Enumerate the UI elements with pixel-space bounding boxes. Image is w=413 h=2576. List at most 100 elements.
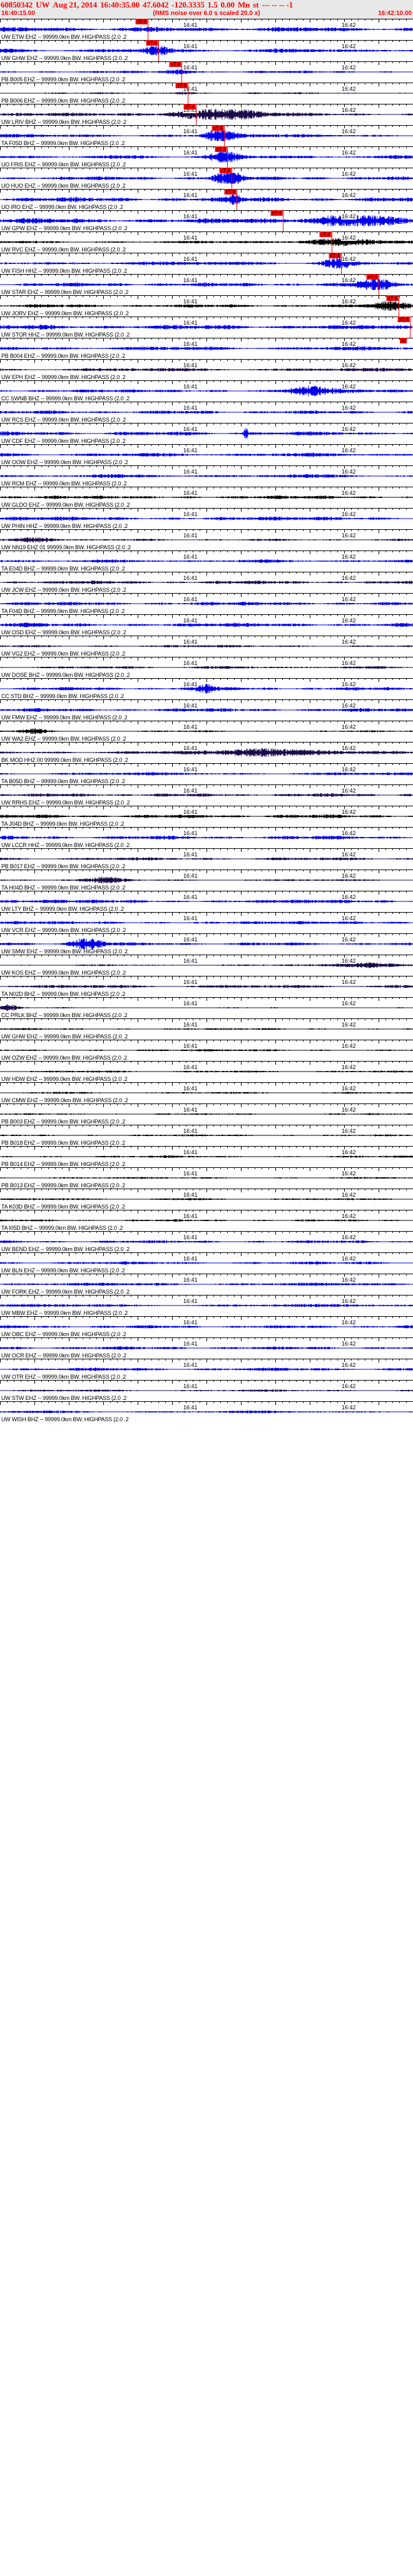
trace-row[interactable]: 16:41 16:42 xT 4 UO IRO EHZ -- 99999.0km BW… — [0, 189, 413, 210]
trace-row[interactable]: 16:41 16:42 UW BEND EHZ -- 99999.0km BW. H… — [0, 1231, 413, 1252]
trace-row[interactable]: 16:41 16:42 UW OCR EHZ -- 99999.0km BW. HI… — [0, 1337, 413, 1359]
trace-row[interactable]: 16:41 16:42 UW VCR EHZ -- 99999.0km BW. HI… — [0, 912, 413, 933]
trace-label: UW OTR EHZ -- 99999.0km BW. HIGHPASS (2.… — [1, 1374, 126, 1380]
time-ruler — [0, 1146, 413, 1150]
waveform — [0, 1177, 413, 1179]
trace-row[interactable]: 16:41 16:42 UW GLDO EHZ -- 99999.0km BW. H… — [0, 487, 413, 508]
trace-row[interactable]: 16:41 16:42 xT 4 UO HUO EHZ -- 99999.0km BW… — [0, 168, 413, 189]
trace-row[interactable]: 16:41 16:42 UW OOW EHZ -- 99999.0km BW. HI… — [0, 444, 413, 465]
time-ruler — [0, 678, 413, 682]
waveform — [0, 1198, 413, 1200]
trace-label: PB B013 EHZ -- 99999.0km BW. HIGHPASS (2… — [1, 1182, 125, 1189]
trace-row[interactable]: 16:41 16:42 UW GHW EHZ -- 99999.0km BW. HI… — [0, 1018, 413, 1040]
trace-row[interactable]: 16:41 16:42 TA B05D BHZ -- 99999.0km BW. H… — [0, 763, 413, 784]
trace-row[interactable]: 16:41 16:42 UW JCW EHZ -- 99999.0km BW. HI… — [0, 572, 413, 593]
trace-row[interactable]: 16:41 16:42 xT 4 PB B006 EHZ -- 99999.0km B… — [0, 83, 413, 104]
trace-row[interactable]: 16:41 16:42 UW CDF EHZ -- 99999.0km BW. HI… — [0, 423, 413, 444]
trace-row[interactable]: 16:41 16:42 UW STW EHZ -- 99999.0km BW. HI… — [0, 1380, 413, 1401]
pick-marker[interactable] — [181, 61, 182, 83]
trace-row[interactable]: 16:41 16:42 CC PRLK BHZ -- 99999.0km BW. H… — [0, 997, 413, 1018]
trace-row[interactable]: 16:41 16:42 xT 4 UW STOR HHZ -- 99999.0km B… — [0, 317, 413, 338]
trace-row[interactable]: 16:41 16:42 BK MOD HHZ 00 99999.0km BW. HI… — [0, 742, 413, 763]
trace-row[interactable]: 16:41 16:42 UW HDW EHZ -- 99999.0km BW. HI… — [0, 1061, 413, 1082]
trace-row[interactable]: 16:41 16:42 xT 4 UW GPW EHZ -- 99999.0km BW… — [0, 210, 413, 231]
trace-row[interactable]: 16:41 16:42 xT 4 UO FRIS EHZ -- 99999.0km B… — [0, 146, 413, 168]
trace-label: UW GPW EHZ -- 99999.0km BW. HIGHPASS (2.… — [1, 225, 128, 231]
trace-row[interactable]: 16:41 16:42 TA K03D BHZ -- 99999.0km BW. H… — [0, 1189, 413, 1210]
trace-row[interactable]: 16:41 16:42 UW MBW EHZ -- 99999.0km BW. HI… — [0, 1295, 413, 1316]
trace-row[interactable]: 16:41 16:42 PB B013 EHZ -- 99999.0km BW. H… — [0, 1167, 413, 1189]
waveform — [0, 410, 413, 414]
waveform — [0, 666, 413, 669]
trace-row[interactable]: 16:41 16:42 xT 4 UW ETW EHZ -- 99999.0km BW… — [0, 19, 413, 40]
trace-row[interactable]: 16:41 16:42 CC STD BHZ -- 99999.0km BW. HI… — [0, 678, 413, 699]
time-ruler — [0, 870, 413, 874]
minute-label: 16:42 — [341, 1192, 357, 1198]
time-ruler — [0, 40, 413, 44]
trace-row[interactable]: 16:41 16:42 TA F04D BHZ -- 99999.0km BW. H… — [0, 593, 413, 614]
trace-row[interactable]: 16:41 16:42 UW LCCR HHZ -- 99999.0km BW. H… — [0, 827, 413, 848]
time-ruler — [0, 359, 413, 363]
trace-row[interactable]: 16:41 16:42 TA H04D BHZ -- 99999.0km BW. H… — [0, 870, 413, 891]
trace-row[interactable]: 16:41 16:42 TA J04D BHZ -- 99999.0km BW. H… — [0, 806, 413, 827]
trace-row[interactable]: 16:41 16:42 UW OBC EHZ -- 99999.0km BW. HI… — [0, 1316, 413, 1337]
trace-row[interactable]: 16:41 16:42 UW KOS EHZ -- 99999.0km BW. HI… — [0, 955, 413, 976]
trace-row[interactable]: 16:41 16:42 UW BLN EHZ -- 99999.0km BW. HI… — [0, 1252, 413, 1274]
minute-label: 16:41 — [183, 617, 198, 624]
event-summary-line: 60850342 UW Aug 21, 2014 16:40:35.00 47.6042… — [0, 0, 413, 9]
trace-row[interactable]: 16:41 16:42 PB B018 EHZ -- 99999.0km BW. H… — [0, 1125, 413, 1146]
pick-marker[interactable] — [227, 146, 228, 168]
minute-label: 16:42 — [341, 788, 357, 794]
trace-row[interactable]: 16:41 16:42 PB B003 EHZ -- 99999.0km BW. H… — [0, 1103, 413, 1125]
waveform — [0, 325, 413, 330]
trace-row[interactable]: 16:41 16:42 UW OTR EHZ -- 99999.0km BW. HI… — [0, 1359, 413, 1380]
trace-row[interactable]: 16:41 16:42 UW FORK EHZ -- 99999.0km BW. H… — [0, 1274, 413, 1295]
trace-row[interactable]: 16:41 16:42 UW DOSE BHZ -- 99999.0km BW. H… — [0, 657, 413, 678]
pick-marker[interactable] — [158, 40, 159, 61]
trace-row[interactable]: 16:41 16:42 xT 4 UW GHW EHZ -- 99999.0km BW… — [0, 40, 413, 61]
trace-row[interactable]: 16:41 16:42 UW RRHS EHZ -- 99999.0km BW. H… — [0, 784, 413, 806]
time-ruler — [0, 1359, 413, 1363]
event-network: UW — [36, 0, 50, 9]
waveform — [0, 495, 413, 499]
trace-row[interactable]: 16:41 16:42 UW LTY BHZ -- 99999.0km BW. HI… — [0, 891, 413, 912]
trace-row[interactable]: 16:41 16:42 UW NN19 EHZ 01 99999.0km BW. H… — [0, 529, 413, 550]
trace-row[interactable]: 16:41 16:42 xT 4 UW FISH HHZ -- 99999.0km B… — [0, 253, 413, 274]
minute-label: 16:42 — [341, 1277, 357, 1283]
minute-label: 16:41 — [183, 1213, 198, 1219]
pick-marker[interactable] — [341, 253, 342, 274]
trace-row[interactable]: 16:41 16:42 PB B017 EHZ -- 99999.0km BW. H… — [0, 848, 413, 870]
trace-row[interactable]: 16:41 16:42 UW FMW EHZ -- 99999.0km BW. HI… — [0, 699, 413, 721]
trace-row[interactable]: 16:41 16:42 UW WISH BHZ -- 99999.0km BW. H… — [0, 1401, 413, 1422]
time-ruler — [0, 1061, 413, 1065]
trace-row[interactable]: 16:41 16:42 UW VG2 EHZ -- 99999.0km BW. HI… — [0, 636, 413, 657]
pick-marker[interactable] — [224, 125, 225, 146]
trace-row[interactable]: 16:41 16:42 xT 4 UW LRIV BHZ -- 99999.0km B… — [0, 104, 413, 125]
trace-row[interactable]: 16:41 16:42 UW RCS EHZ -- 99999.0km BW. HI… — [0, 402, 413, 423]
trace-row[interactable]: 16:41 16:42 UW OZW EHZ -- 99999.0km BW. HI… — [0, 1040, 413, 1061]
trace-row[interactable]: 16:41 16:42 xT 4 PB B005 EHZ -- 99999.0km B… — [0, 61, 413, 83]
trace-row[interactable]: 16:41 16:42 xT 4 UW STAR EHZ -- 99999.0km B… — [0, 274, 413, 295]
trace-row[interactable]: 16:41 16:42 UW EPH EHZ -- 99999.0km BW. HI… — [0, 359, 413, 380]
trace-row[interactable]: 16:41 16:42 PB B014 EHZ -- 99999.0km BW. H… — [0, 1146, 413, 1167]
minute-label: 16:42 — [341, 617, 357, 624]
trace-row[interactable]: 16:41 16:42 xT 4 TA F05D BHZ -- 99999.0km B… — [0, 125, 413, 146]
trace-row[interactable]: 16:41 16:42 UW CMW EHZ -- 99999.0km BW. HI… — [0, 1082, 413, 1103]
trace-row[interactable]: 16:41 16:42 CC SWNB BHZ -- 99999.0km BW. H… — [0, 380, 413, 402]
trace-row[interactable]: 16:41 16:42 xT 4 UW JORV EHZ -- 99999.0km B… — [0, 295, 413, 317]
trace-row[interactable]: 16:41 16:42 PB B004 EHZ -- 99999.0km BW. H… — [0, 338, 413, 359]
minute-label: 16:42 — [341, 1319, 357, 1326]
trace-row[interactable]: 16:41 16:42 TA N02D BHZ -- 99999.0km BW. H… — [0, 976, 413, 997]
trace-row[interactable]: 16:41 16:42 UW SMW EHZ -- 99999.0km BW. HI… — [0, 933, 413, 955]
minute-label: 16:41 — [183, 298, 198, 305]
trace-label: UW FISH HHZ -- 99999.0km BW. HIGHPASS (2… — [1, 268, 127, 274]
trace-row[interactable]: 16:41 16:42 UW PHIN HHZ -- 99999.0km BW. H… — [0, 508, 413, 529]
waveform — [0, 300, 413, 312]
trace-row[interactable]: 16:41 16:42 TA E04D BHZ -- 99999.0km BW. H… — [0, 550, 413, 572]
trace-row[interactable]: 16:41 16:42 UW RCM EHZ -- 99999.0km BW. HI… — [0, 465, 413, 487]
trace-row[interactable]: 16:41 16:42 UW OSD EHZ -- 99999.0km BW. HI… — [0, 614, 413, 636]
trace-label: UW JCW EHZ -- 99999.0km BW. HIGHPASS (2.… — [1, 587, 126, 593]
trace-row[interactable]: 16:41 16:42 xT 4 UW RVC EHZ -- 99999.0km BW… — [0, 231, 413, 253]
trace-row[interactable]: 16:41 16:42 TA I05D BHZ -- 99999.0km BW. H… — [0, 1210, 413, 1231]
trace-row[interactable]: 16:41 16:42 UW WA2 EHZ -- 99999.0km BW. HI… — [0, 721, 413, 742]
